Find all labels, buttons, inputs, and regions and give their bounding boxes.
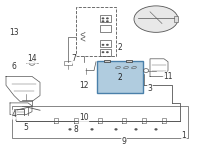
Circle shape [154,128,158,131]
Text: 3: 3 [148,84,152,93]
Circle shape [106,44,109,46]
Bar [64,61,72,65]
Circle shape [134,128,138,131]
Bar [100,49,111,56]
Text: 5: 5 [24,123,28,132]
Bar [126,60,132,62]
Circle shape [102,44,104,46]
Text: 13: 13 [9,28,19,37]
Text: 4: 4 [12,110,16,119]
Circle shape [106,17,109,19]
Bar [76,7,116,56]
Circle shape [102,17,104,19]
Text: 1: 1 [182,131,186,140]
Text: 10: 10 [79,113,89,122]
Bar [100,40,111,47]
Text: 12: 12 [79,81,89,90]
Text: 9: 9 [122,137,126,146]
Circle shape [68,128,72,131]
Circle shape [106,51,109,53]
Ellipse shape [134,6,178,32]
Text: 8: 8 [74,125,78,134]
Text: 11: 11 [163,72,173,81]
Bar [100,15,111,22]
FancyBboxPatch shape [97,61,143,93]
Bar [100,25,111,32]
Bar [104,60,110,62]
Text: 14: 14 [27,54,37,63]
Text: 6: 6 [12,62,16,71]
Text: 7: 7 [72,54,76,63]
Circle shape [114,128,118,131]
Text: 2: 2 [118,73,122,82]
Circle shape [90,128,94,131]
Bar [12,106,188,138]
Text: 2: 2 [118,42,122,52]
Bar [174,16,178,22]
Circle shape [106,20,109,22]
Circle shape [102,51,104,53]
Circle shape [102,20,104,22]
